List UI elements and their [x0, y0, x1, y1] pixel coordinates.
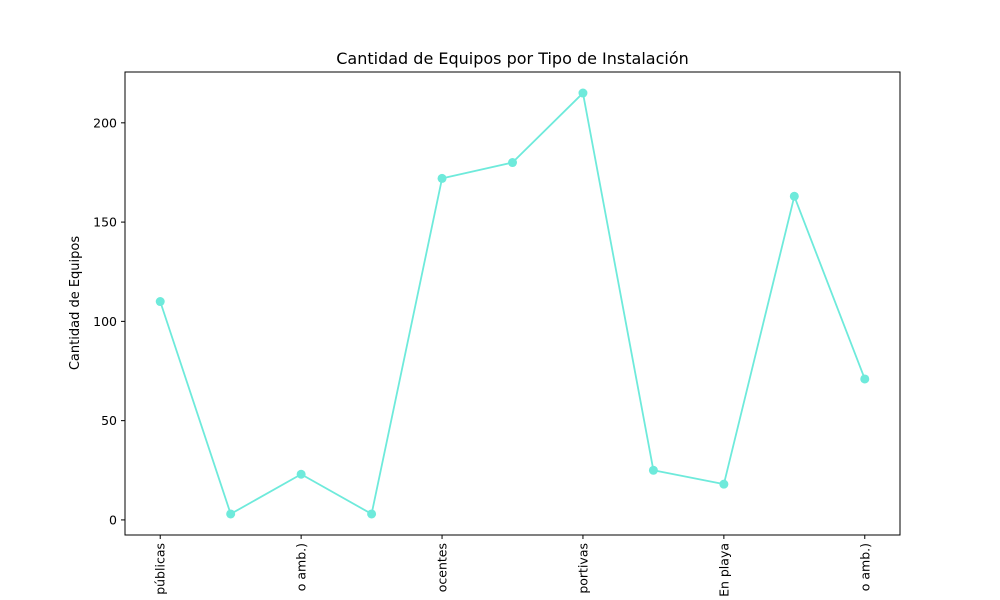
- x-tick-label-0: públicas: [153, 543, 168, 595]
- x-tick-label-3: portivas: [575, 543, 590, 594]
- y-axis: 0 50 100 150 200: [93, 115, 125, 527]
- data-point-3: [367, 509, 377, 519]
- y-tick-label-3: 150: [93, 215, 117, 230]
- x-tick-label-4: En playa: [716, 543, 731, 597]
- plot-frame: [124, 71, 901, 536]
- series-line-0: [159, 92, 866, 515]
- y-tick-label-2: 100: [93, 314, 117, 329]
- data-point-10: [860, 374, 870, 384]
- x-axis: públicas o amb.) ocentes portivas En playa o …: [153, 535, 872, 597]
- y-axis-label: Cantidad de Equipos: [68, 236, 83, 370]
- data-point-6: [578, 88, 588, 98]
- data-point-0: [155, 297, 165, 307]
- chart-title: Cantidad de Equipos por Tipo de Instalac…: [336, 49, 689, 68]
- x-tick-label-1: o amb.): [294, 543, 309, 591]
- data-point-1: [226, 509, 236, 519]
- data-point-9: [789, 191, 799, 201]
- y-tick-label-1: 50: [101, 413, 117, 428]
- y-tick-label-4: 200: [93, 115, 117, 130]
- x-tick-label-2: ocentes: [435, 543, 450, 592]
- data-point-7: [648, 465, 658, 475]
- x-tick-label-5: o amb.): [857, 543, 872, 591]
- plot-area: [155, 88, 870, 519]
- y-tick-label-0: 0: [109, 512, 117, 527]
- data-point-8: [719, 479, 729, 489]
- data-point-5: [508, 158, 517, 168]
- data-point-2: [296, 469, 306, 479]
- data-point-4: [437, 173, 447, 183]
